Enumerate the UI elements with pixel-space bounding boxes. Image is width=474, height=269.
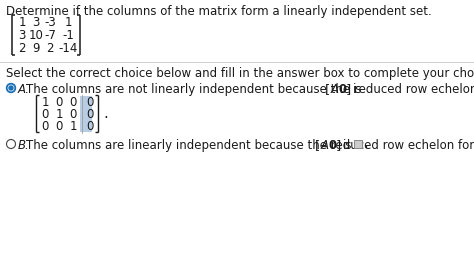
Text: [: [	[325, 83, 330, 96]
Text: A: A	[321, 139, 329, 152]
Text: Determine if the columns of the matrix form a linearly independent set.: Determine if the columns of the matrix f…	[6, 5, 432, 18]
Text: ]: ]	[346, 83, 351, 96]
Text: 1: 1	[55, 108, 63, 121]
Text: 1: 1	[41, 95, 49, 108]
Text: The columns are linearly independent because the reduced row echelon form of: The columns are linearly independent bec…	[26, 139, 474, 152]
Circle shape	[9, 86, 13, 90]
Text: .: .	[103, 107, 108, 122]
Text: 0: 0	[86, 108, 94, 121]
Text: 1: 1	[64, 16, 72, 29]
Text: 1: 1	[18, 16, 26, 29]
Circle shape	[7, 140, 16, 148]
Text: Select the correct choice below and fill in the answer box to complete your choi: Select the correct choice below and fill…	[6, 67, 474, 80]
Text: 0: 0	[55, 95, 63, 108]
Bar	[80, 120, 92, 132]
Text: -14: -14	[58, 42, 78, 55]
Text: -7: -7	[44, 29, 56, 42]
Text: .: .	[363, 136, 368, 150]
Bar	[80, 96, 92, 108]
Text: [: [	[315, 139, 320, 152]
Text: The columns are not linearly independent because the reduced row echelon form of: The columns are not linearly independent…	[26, 83, 474, 96]
Text: 9: 9	[32, 42, 40, 55]
Text: 0: 0	[55, 119, 63, 133]
Text: 1: 1	[69, 119, 77, 133]
Text: 0: 0	[86, 95, 94, 108]
Text: 3: 3	[32, 16, 40, 29]
Text: 2: 2	[18, 42, 26, 55]
Text: B.: B.	[18, 139, 30, 152]
Text: 0: 0	[86, 119, 94, 133]
Text: 0: 0	[339, 83, 347, 96]
Text: 0: 0	[41, 108, 49, 121]
Bar	[80, 108, 92, 120]
Text: -1: -1	[62, 29, 74, 42]
Text: 0: 0	[69, 108, 77, 121]
Text: 0: 0	[329, 139, 337, 152]
Text: -3: -3	[44, 16, 56, 29]
Text: 3: 3	[18, 29, 26, 42]
Text: 0: 0	[41, 119, 49, 133]
Circle shape	[9, 85, 14, 91]
Text: 10: 10	[28, 29, 44, 42]
Bar	[354, 140, 362, 148]
Text: A.: A.	[18, 83, 30, 96]
Text: is: is	[343, 139, 353, 152]
Circle shape	[7, 83, 16, 93]
Text: 2: 2	[46, 42, 54, 55]
Text: is: is	[353, 83, 363, 96]
Text: A: A	[331, 83, 339, 96]
Text: ]: ]	[336, 139, 341, 152]
Text: 0: 0	[69, 95, 77, 108]
